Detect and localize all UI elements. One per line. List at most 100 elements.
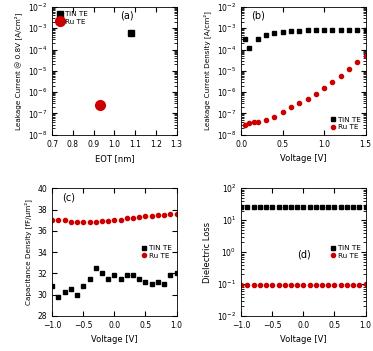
TiN TE	[243, 37, 248, 41]
Ru TE	[320, 283, 324, 287]
Line: TiN TE: TiN TE	[239, 205, 368, 210]
TiN TE	[295, 205, 300, 210]
TiN TE	[81, 284, 85, 288]
TiN TE	[289, 29, 293, 33]
X-axis label: EOT [nm]: EOT [nm]	[95, 154, 134, 163]
TiN TE	[69, 287, 73, 291]
Ru TE	[118, 218, 123, 222]
Legend: TiN TE, Ru TE: TiN TE, Ru TE	[329, 116, 362, 131]
Ru TE	[50, 218, 54, 222]
TiN TE	[118, 277, 123, 281]
TiN TE	[270, 205, 275, 210]
Ru TE	[332, 283, 337, 287]
Ru TE	[245, 283, 250, 287]
Ru TE	[243, 122, 248, 127]
Ru TE	[345, 283, 349, 287]
TiN TE	[320, 205, 324, 210]
TiN TE	[87, 277, 92, 281]
Ru TE	[301, 283, 305, 287]
TiN TE	[131, 273, 135, 278]
Ru TE	[62, 218, 67, 222]
Ru TE	[322, 86, 326, 91]
Ru TE	[94, 220, 98, 224]
Ru TE	[338, 283, 343, 287]
TiN TE	[256, 37, 260, 41]
TiN TE	[355, 28, 360, 32]
TiN TE	[56, 294, 61, 299]
Line: Ru TE: Ru TE	[243, 54, 368, 127]
TiN TE	[94, 266, 98, 270]
Y-axis label: Dielectric Loss: Dielectric Loss	[203, 221, 211, 283]
TiN TE	[338, 205, 343, 210]
TiN TE	[282, 205, 287, 210]
Ru TE	[106, 219, 110, 223]
TiN TE	[264, 33, 268, 37]
X-axis label: Voltage [V]: Voltage [V]	[91, 335, 138, 344]
Legend: TiN TE, Ru TE: TiN TE, Ru TE	[329, 245, 362, 260]
TiN TE	[75, 292, 79, 297]
Ru TE	[112, 218, 117, 222]
Ru TE	[56, 218, 61, 222]
Ru TE	[239, 283, 244, 287]
TiN TE	[347, 28, 351, 32]
TiN TE	[351, 205, 355, 210]
Text: (a): (a)	[120, 11, 134, 21]
Ru TE	[75, 220, 79, 224]
TiN TE	[50, 284, 54, 288]
Ru TE	[258, 283, 262, 287]
Ru TE	[307, 283, 312, 287]
Ru TE	[338, 73, 343, 78]
Line: TiN TE: TiN TE	[50, 266, 179, 299]
Ru TE	[137, 215, 141, 219]
Line: TiN TE: TiN TE	[243, 27, 368, 50]
Ru TE	[363, 54, 368, 58]
TiN TE	[247, 46, 252, 50]
TiN TE	[314, 28, 318, 32]
Legend: TiN TE, Ru TE: TiN TE, Ru TE	[140, 245, 173, 260]
TiN TE	[332, 205, 337, 210]
TiN TE	[174, 271, 179, 276]
Ru TE	[282, 283, 287, 287]
Ru TE	[297, 101, 301, 105]
TiN TE	[345, 205, 349, 210]
TiN TE	[168, 273, 173, 278]
TiN TE	[106, 277, 110, 281]
Ru TE	[174, 212, 179, 216]
Ru TE	[363, 282, 368, 286]
TiN TE	[150, 282, 154, 286]
TiN TE	[137, 277, 141, 281]
X-axis label: Voltage [V]: Voltage [V]	[280, 335, 327, 344]
TiN TE	[322, 28, 326, 32]
Ru TE	[314, 92, 318, 96]
TiN TE	[276, 205, 281, 210]
Ru TE	[81, 220, 85, 224]
TiN TE	[305, 28, 310, 32]
Ru TE	[347, 67, 351, 71]
Ru TE	[264, 283, 268, 287]
Text: (d): (d)	[297, 250, 311, 259]
Ru TE	[256, 120, 260, 124]
TiN TE	[156, 280, 160, 284]
Ru TE	[87, 220, 92, 224]
X-axis label: Voltage [V]: Voltage [V]	[280, 154, 327, 163]
Ru TE	[168, 212, 173, 216]
TiN TE	[289, 205, 293, 210]
Ru TE	[330, 80, 335, 84]
TiN TE	[100, 271, 104, 276]
Ru TE	[69, 220, 73, 224]
TiN TE	[330, 28, 335, 32]
Ru TE	[305, 97, 310, 101]
Text: (c): (c)	[62, 192, 75, 202]
TiN TE	[314, 205, 318, 210]
TiN TE	[62, 290, 67, 294]
Line: Ru TE: Ru TE	[50, 212, 179, 224]
Ru TE	[162, 213, 166, 217]
Ru TE	[314, 283, 318, 287]
Y-axis label: Leakage Current Density [A/cm²]: Leakage Current Density [A/cm²]	[204, 11, 211, 130]
Text: (b): (b)	[251, 11, 265, 21]
Ru TE	[100, 219, 104, 223]
TiN TE	[297, 28, 301, 33]
TiN TE	[143, 280, 148, 284]
Ru TE	[125, 216, 129, 220]
Ru TE	[251, 283, 256, 287]
